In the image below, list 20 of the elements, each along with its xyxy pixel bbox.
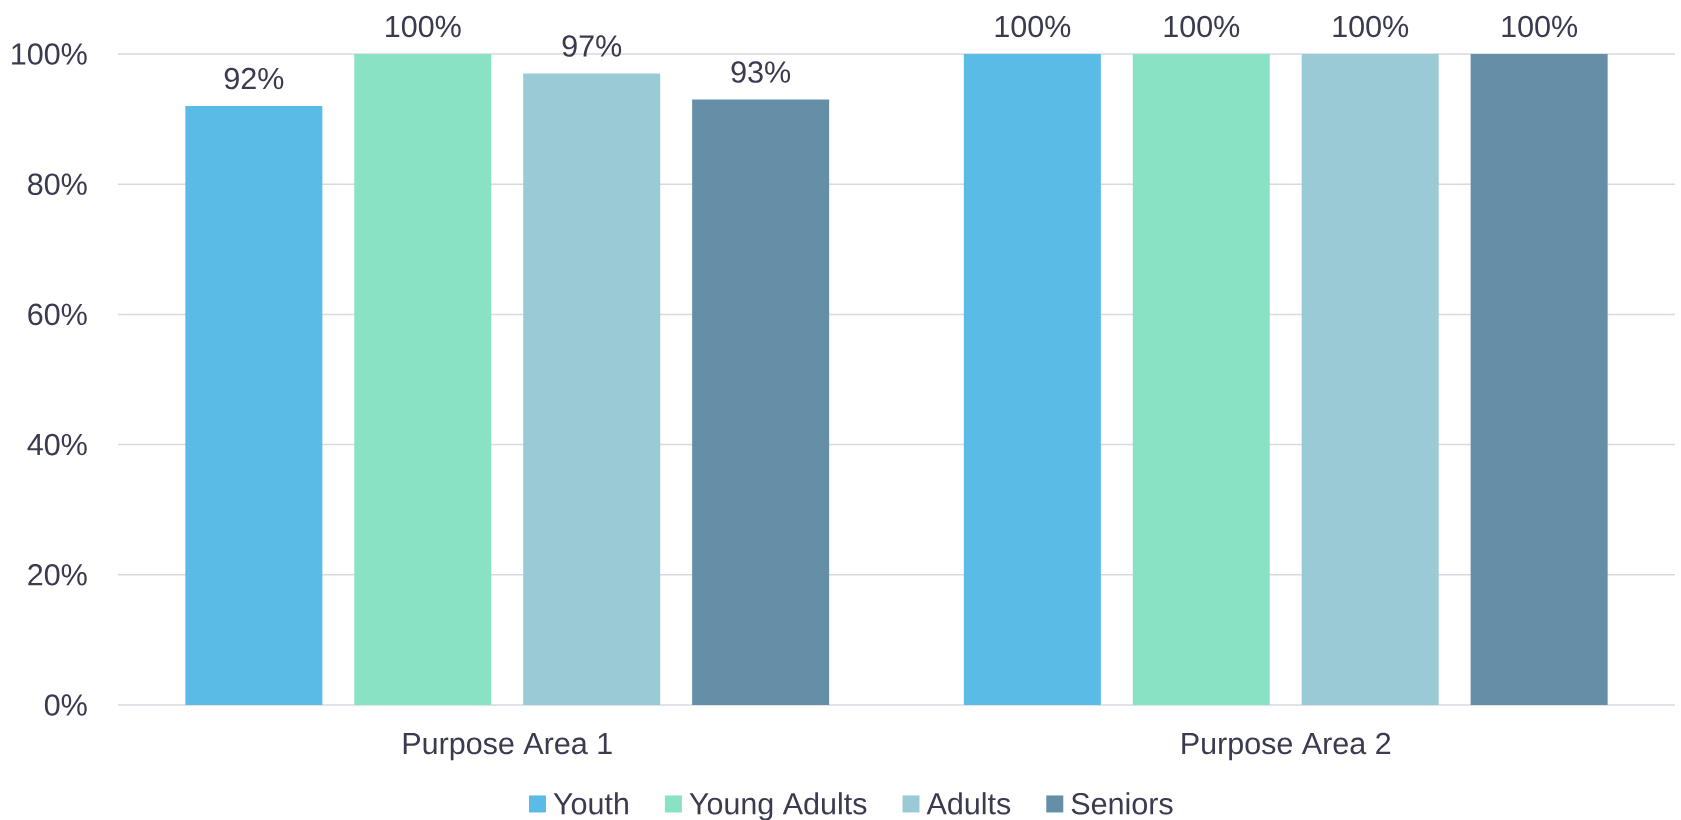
legend-label: Adults [926,792,1011,815]
data-label: 92% [224,67,284,90]
data-label: 100% [995,15,1071,38]
y-tick-label: 80% [28,173,87,195]
data-label: 97% [562,35,622,57]
x-tick-label: Purpose Area 2 [1182,732,1391,761]
y-tick-label: 20% [28,564,87,586]
x-tick-label: Purpose Area 1 [403,733,612,761]
data-label: 100% [1164,15,1240,38]
data-label: 100% [1502,15,1578,38]
y-tick-label: 40% [27,433,87,456]
y-tick-label: 60% [28,303,87,326]
data-label: 93% [731,61,791,83]
legend-label: Youth [553,792,628,815]
legend-label: Young Adults [689,792,867,820]
y-tick-label: 0% [44,694,87,716]
y-tick-label: 100% [12,43,87,65]
data-label: 100% [1333,15,1409,38]
data-label: 100% [386,15,461,38]
legend-label: Seniors [1071,792,1173,815]
